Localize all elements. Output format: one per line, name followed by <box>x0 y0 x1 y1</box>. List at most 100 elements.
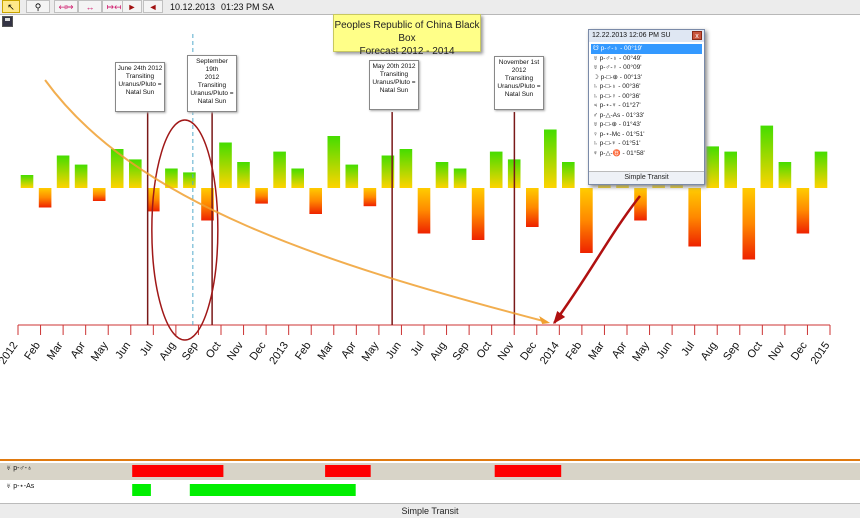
chart-title-line-2: Forecast 2012 - 2014 <box>359 46 455 57</box>
transit-row-bg <box>0 481 860 498</box>
annotation-november-2013: November 1st 2012 Transiting Uranus/Pluto =… <box>494 56 544 110</box>
data-bar <box>706 146 719 188</box>
chart-title-line-1: Peoples Republic of China Black Box <box>334 20 480 44</box>
x-tick-label: Mar <box>316 340 337 363</box>
data-bar <box>634 188 647 221</box>
data-bar <box>237 162 250 188</box>
data-bar <box>165 168 178 188</box>
data-bar <box>742 188 756 260</box>
zoom-range-button[interactable]: ↤↦ <box>54 0 78 13</box>
data-bar <box>796 188 810 234</box>
x-tick-label: Apr <box>610 340 630 361</box>
annotation-text: June 24th 2012 Transiting Uranus/Pluto = Na… <box>117 65 163 96</box>
popup-list-item[interactable]: ♄ p-□-♆ - 01°51' <box>593 140 641 147</box>
transit-bar[interactable] <box>325 465 371 477</box>
data-bar <box>363 188 377 207</box>
data-bar <box>219 142 232 188</box>
transit-bar[interactable] <box>189 484 356 496</box>
x-tick-label: Mar <box>45 340 66 363</box>
popup-list-item[interactable]: ♅ p-□-⊕ - 01°43' <box>593 121 642 128</box>
popup-list-item[interactable]: ♄ p-□-♀ - 00°36' <box>593 92 641 100</box>
pointer-tool-button[interactable]: ↖ <box>2 0 20 13</box>
status-bar: Simple Transit <box>0 503 860 518</box>
popup-list-item[interactable]: ☋ p-♂-♁ - 00°19' <box>591 44 702 54</box>
popup-list-item[interactable]: ☽ p-□-⊕ - 00°13' <box>593 73 643 81</box>
data-bar <box>273 151 286 188</box>
transit-bands <box>0 463 860 498</box>
transit-popup[interactable]: 12.22.2013 12:06 PM SU x ☋ p-♂-♁ - 00°19… <box>588 29 705 185</box>
data-bar <box>417 188 431 234</box>
data-bar <box>399 149 413 188</box>
x-tick-label: 2012 <box>0 340 20 367</box>
data-bar <box>544 129 557 188</box>
popup-list-item[interactable]: ♆ p-△-♉ - 01°58' <box>593 149 645 157</box>
transit-bar[interactable] <box>132 484 151 496</box>
data-bar <box>778 162 792 188</box>
data-bar <box>110 149 124 188</box>
x-tick-label: Jun <box>384 340 404 361</box>
popup-list-item[interactable]: ♄ p-□-♁ - 00°36' <box>593 83 641 90</box>
transit-bar[interactable] <box>132 465 224 477</box>
data-bar <box>38 188 52 208</box>
transit-panel-divider <box>0 459 860 461</box>
x-tick-label: Dec <box>248 339 269 362</box>
previous-button[interactable]: ◄ <box>143 0 163 13</box>
x-tick-label: Dec <box>789 339 810 362</box>
x-tick-label: Feb <box>293 340 314 362</box>
save-icon[interactable] <box>2 16 13 27</box>
x-tick-label: Nov <box>766 339 787 362</box>
next-button[interactable]: ► <box>122 0 142 13</box>
transit-label: ♅ p-♂-♁ <box>6 465 33 472</box>
annotation-text: November 1st 2012 Transiting Uranus/Pluto =… <box>497 59 541 98</box>
x-tick-label: Oct <box>474 340 494 361</box>
popup-list-item[interactable]: ♂ p-△-As - 01°33' <box>593 111 645 119</box>
x-tick-label: 2013 <box>267 340 291 367</box>
annotation-text: September 19th 2012 Transiting Uranus/Pluto… <box>190 58 234 105</box>
data-bar <box>814 151 828 188</box>
toolbar-time: 01:23 PM SA <box>221 2 275 12</box>
transit-row-bg <box>0 463 860 480</box>
zoom-out-button[interactable]: ↔ <box>78 0 102 13</box>
trend-arrow <box>44 79 548 323</box>
annotation-september-2012: September 19th 2012 Transiting Uranus/Pluto… <box>187 55 237 112</box>
x-tick-label: Oct <box>204 340 224 361</box>
x-tick-label: Jul <box>138 340 156 358</box>
popup-footer: Simple Transit <box>589 171 704 184</box>
x-tick-label: Apr <box>339 340 359 361</box>
x-tick-label: Dec <box>518 339 539 362</box>
x-tick-label: May <box>89 339 111 363</box>
popup-list-item[interactable]: ♀ p-⋆-Mc - 01°51' <box>593 130 645 138</box>
data-bar <box>471 188 485 240</box>
x-tick-label: Jun <box>655 340 675 361</box>
x-tick-label: 2015 <box>809 340 833 367</box>
popup-arrowhead <box>553 311 566 324</box>
data-bar <box>435 162 449 188</box>
x-tick-label: May <box>630 339 652 363</box>
x-tick-label: Sep <box>180 340 201 363</box>
x-tick-label: May <box>360 339 382 363</box>
x-tick-label: Jul <box>409 340 427 358</box>
data-bar <box>453 168 467 188</box>
data-bar <box>201 188 214 221</box>
zoom-button[interactable]: ⚲ <box>26 0 50 13</box>
popup-list-item[interactable]: ♃ p-⋆-♆ - 01°27' <box>593 102 641 109</box>
x-tick-label: Mar <box>586 340 607 363</box>
data-bar <box>291 168 304 188</box>
x-tick-label: Jun <box>113 340 133 361</box>
data-bar <box>92 188 106 201</box>
data-bar <box>489 151 503 188</box>
highlight-ellipse <box>151 119 219 341</box>
x-tick-label: Oct <box>745 340 765 361</box>
close-icon[interactable]: x <box>692 31 702 40</box>
data-bar <box>526 188 539 227</box>
toolbar: ↖ ⚲ ↤↦ ↔ ↦↤ ► ◄ 10.12.2013 01:23 PM SA <box>0 0 860 15</box>
transit-label: ♅ p-⋆-As <box>6 483 35 490</box>
x-tick-label: Aug <box>428 340 449 363</box>
data-bar <box>345 164 359 188</box>
annotation-may-2013: May 20th 2012 Transiting Uranus/Pluto = Nat… <box>369 60 419 110</box>
popup-list-item[interactable]: ♅ p-♂-♀ - 00°09' <box>593 64 642 71</box>
popup-list-item[interactable]: ♅ p-♂-♁ - 00°49' <box>593 54 642 62</box>
popup-list[interactable]: ☋ p-♂-♁ - 00°19' ♅ p-♂-♁ - 00°49' ♅ p-♂-♀ … <box>591 44 702 158</box>
x-tick-label: Sep <box>721 340 742 363</box>
transit-bar[interactable] <box>494 465 562 477</box>
